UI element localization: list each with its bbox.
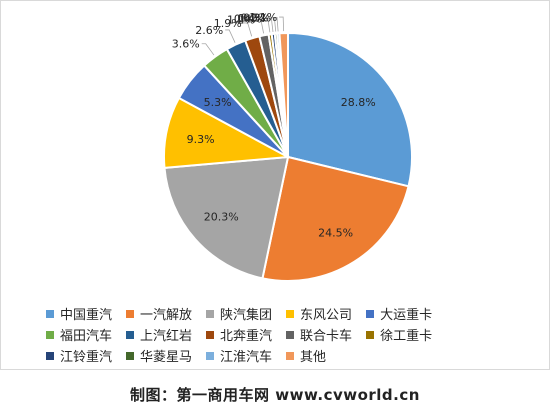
legend-swatch xyxy=(46,351,54,360)
pie-slice xyxy=(163,155,290,280)
slice-label: 1.1% xyxy=(249,11,277,24)
legend-item: 陕汽集团 xyxy=(206,303,272,324)
legend-label: 上汽红岩 xyxy=(140,329,193,344)
legend-swatch xyxy=(366,309,375,318)
legend-label: 联合卡车 xyxy=(300,329,353,344)
legend-swatch xyxy=(366,330,375,339)
legend-label: 华菱星马 xyxy=(140,350,193,365)
legend-row: 江铃重汽 华菱星马 江淮汽车 其他 xyxy=(46,345,516,366)
legend-swatch xyxy=(126,309,135,318)
legend-item: 联合卡车 xyxy=(286,324,352,345)
footer-credit: 制图：第一商用车网 www.cvworld.cn xyxy=(130,386,420,404)
legend-swatch xyxy=(126,330,135,339)
pie-slice xyxy=(261,155,410,282)
legend-item: 江铃重汽 xyxy=(46,345,112,366)
legend-label: 大运重卡 xyxy=(380,308,433,323)
legend-label: 其他 xyxy=(300,350,327,365)
legend-row: 中国重汽 一汽解放 陕汽集团 东风公司 大运重卡 xyxy=(46,303,516,324)
legend-label: 东风公司 xyxy=(300,308,353,323)
legend-item: 大运重卡 xyxy=(366,303,432,324)
leader-line xyxy=(256,19,265,34)
legend-swatch xyxy=(206,309,215,318)
slice-label: 0.3% xyxy=(240,12,268,25)
legend-item: 徐工重卡 xyxy=(366,324,432,345)
legend-item: 上汽红岩 xyxy=(126,324,192,345)
legend-swatch xyxy=(286,330,295,339)
slice-label: 1.2% xyxy=(227,14,255,27)
leader-line xyxy=(279,16,285,32)
legend-item: 东风公司 xyxy=(286,303,352,324)
legend-label: 一汽解放 xyxy=(140,308,193,323)
slice-label: 3.6% xyxy=(172,38,200,51)
slice-label: 1.9% xyxy=(214,17,242,30)
slice-label: 28.8% xyxy=(341,96,376,109)
legend-swatch xyxy=(206,330,215,339)
legend: 中国重汽 一汽解放 陕汽集团 东风公司 大运重卡福田汽车 上汽红岩 北奔重汽 联合卡车 徐工重卡… xyxy=(46,303,516,366)
slice-label: 20.3% xyxy=(204,210,239,223)
leader-line xyxy=(201,43,215,56)
legend-item: 江淮汽车 xyxy=(206,345,272,366)
slice-label: 24.5% xyxy=(318,227,353,240)
legend-swatch xyxy=(286,351,295,360)
legend-swatch xyxy=(46,309,54,318)
legend-row: 福田汽车 上汽红岩 北奔重汽 联合卡车 徐工重卡 xyxy=(46,324,516,345)
leader-line xyxy=(243,22,253,37)
legend-item: 福田汽车 xyxy=(46,324,112,345)
legend-swatch xyxy=(206,351,215,360)
legend-item: 其他 xyxy=(286,345,326,366)
legend-item: 一汽解放 xyxy=(126,303,192,324)
legend-label: 陕汽集团 xyxy=(220,308,273,323)
legend-swatch xyxy=(46,330,54,339)
slice-label: 0.4% xyxy=(237,12,265,25)
slice-label: 5.3% xyxy=(204,96,232,109)
slice-label: 0.4% xyxy=(234,12,262,25)
legend-item: 华菱星马 xyxy=(126,345,192,366)
leader-line xyxy=(263,18,271,33)
pie-slice xyxy=(287,31,413,188)
leader-line xyxy=(225,29,236,43)
leader-line xyxy=(273,17,279,32)
slice-label: 0.3% xyxy=(243,11,271,24)
legend-label: 徐工重卡 xyxy=(380,329,433,344)
slice-label: 9.3% xyxy=(187,133,215,146)
legend-swatch xyxy=(286,309,295,318)
pie-slice xyxy=(278,31,289,158)
legend-label: 福田汽车 xyxy=(60,329,113,344)
legend-item: 中国重汽 xyxy=(46,303,112,324)
legend-label: 江铃重汽 xyxy=(60,350,113,365)
legend-swatch xyxy=(126,351,135,360)
legend-label: 北奔重汽 xyxy=(220,329,273,344)
slice-label: 2.6% xyxy=(195,24,223,37)
legend-item: 北奔重汽 xyxy=(206,324,272,345)
legend-label: 中国重汽 xyxy=(60,308,113,323)
legend-label: 江淮汽车 xyxy=(220,350,273,365)
